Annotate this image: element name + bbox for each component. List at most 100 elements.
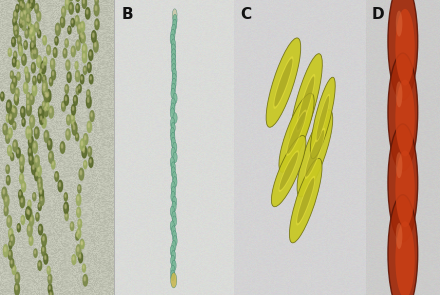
- Circle shape: [88, 98, 89, 102]
- Circle shape: [9, 50, 10, 53]
- Circle shape: [51, 160, 55, 169]
- Circle shape: [173, 93, 177, 104]
- Circle shape: [172, 201, 176, 212]
- Circle shape: [67, 72, 71, 83]
- Circle shape: [60, 142, 65, 153]
- Circle shape: [43, 75, 46, 84]
- Circle shape: [49, 106, 54, 118]
- Ellipse shape: [297, 178, 314, 223]
- Circle shape: [86, 96, 91, 108]
- Circle shape: [70, 114, 74, 124]
- Circle shape: [72, 123, 77, 135]
- Circle shape: [3, 190, 4, 194]
- Circle shape: [78, 25, 80, 29]
- Circle shape: [50, 153, 51, 158]
- Circle shape: [11, 105, 16, 117]
- Circle shape: [48, 139, 52, 150]
- Circle shape: [84, 162, 85, 165]
- Ellipse shape: [279, 152, 298, 190]
- Circle shape: [59, 183, 61, 186]
- Circle shape: [171, 132, 175, 143]
- Circle shape: [11, 260, 12, 264]
- Circle shape: [65, 85, 69, 94]
- Circle shape: [8, 48, 11, 56]
- Circle shape: [29, 25, 30, 27]
- Circle shape: [77, 194, 81, 206]
- Circle shape: [83, 266, 84, 268]
- Circle shape: [53, 48, 57, 57]
- Circle shape: [1, 92, 4, 101]
- Circle shape: [83, 148, 84, 153]
- Circle shape: [23, 120, 24, 123]
- Circle shape: [29, 236, 33, 245]
- Circle shape: [27, 100, 29, 104]
- Circle shape: [76, 133, 79, 141]
- Circle shape: [45, 91, 50, 103]
- Circle shape: [65, 97, 66, 101]
- Circle shape: [90, 111, 94, 122]
- Circle shape: [31, 118, 33, 122]
- Circle shape: [81, 24, 83, 27]
- Circle shape: [80, 171, 82, 175]
- Circle shape: [76, 4, 79, 13]
- Circle shape: [11, 153, 14, 160]
- Circle shape: [14, 51, 17, 59]
- Circle shape: [172, 231, 176, 241]
- Circle shape: [35, 129, 37, 133]
- Circle shape: [29, 215, 34, 226]
- Circle shape: [14, 123, 15, 126]
- Circle shape: [30, 30, 32, 34]
- Circle shape: [13, 267, 14, 270]
- Circle shape: [172, 78, 176, 89]
- Circle shape: [51, 58, 55, 70]
- Circle shape: [47, 92, 49, 96]
- Circle shape: [30, 4, 31, 6]
- Circle shape: [67, 115, 70, 125]
- Circle shape: [76, 18, 77, 21]
- Circle shape: [58, 180, 62, 192]
- Circle shape: [77, 88, 78, 91]
- Circle shape: [22, 2, 25, 12]
- Ellipse shape: [271, 135, 306, 207]
- Circle shape: [52, 72, 54, 75]
- Circle shape: [66, 86, 67, 89]
- Circle shape: [39, 188, 44, 199]
- Circle shape: [78, 185, 81, 193]
- Circle shape: [29, 27, 33, 39]
- Circle shape: [11, 237, 12, 241]
- Circle shape: [19, 46, 22, 56]
- Circle shape: [13, 17, 16, 26]
- Circle shape: [47, 45, 51, 55]
- Circle shape: [84, 161, 87, 169]
- Circle shape: [50, 79, 51, 82]
- Circle shape: [81, 22, 84, 32]
- Circle shape: [170, 245, 174, 256]
- Circle shape: [18, 37, 19, 41]
- Circle shape: [45, 133, 47, 137]
- Circle shape: [77, 207, 81, 217]
- Circle shape: [11, 84, 13, 88]
- Circle shape: [4, 206, 8, 216]
- Circle shape: [396, 81, 402, 107]
- Circle shape: [171, 29, 175, 40]
- Circle shape: [44, 57, 47, 65]
- Circle shape: [9, 228, 13, 239]
- Circle shape: [88, 64, 89, 68]
- Circle shape: [81, 77, 82, 80]
- Circle shape: [84, 134, 88, 145]
- Ellipse shape: [287, 112, 306, 154]
- Circle shape: [37, 214, 38, 217]
- Circle shape: [76, 71, 80, 82]
- Circle shape: [78, 186, 80, 189]
- Circle shape: [80, 30, 84, 42]
- Circle shape: [10, 231, 11, 235]
- Circle shape: [19, 192, 21, 195]
- Circle shape: [19, 18, 23, 27]
- Circle shape: [69, 28, 70, 30]
- Circle shape: [85, 8, 90, 19]
- Circle shape: [13, 106, 17, 117]
- Circle shape: [94, 40, 98, 52]
- Circle shape: [38, 203, 41, 210]
- Circle shape: [172, 211, 176, 222]
- Circle shape: [65, 212, 68, 220]
